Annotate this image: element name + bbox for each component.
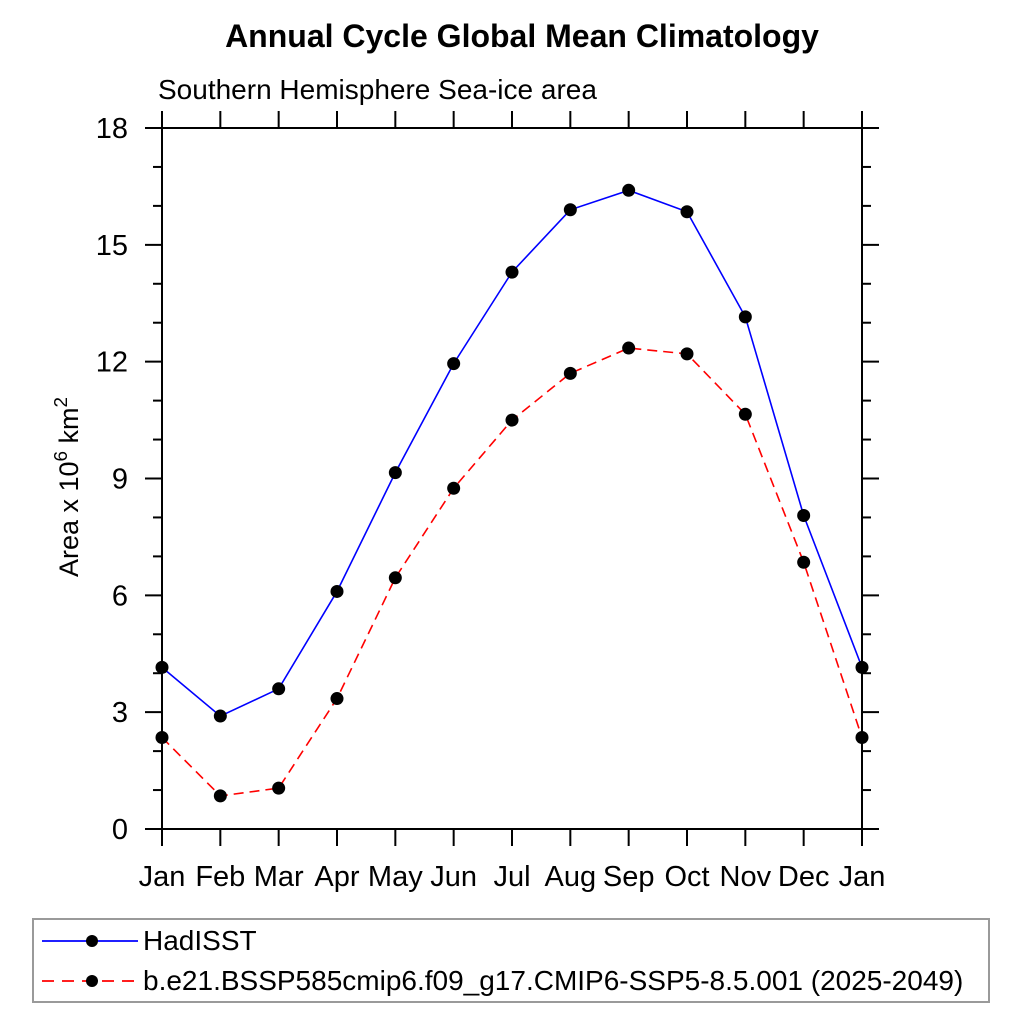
series-0-marker <box>505 265 519 279</box>
x-tick-label: Sep <box>603 861 655 893</box>
x-tick-label: Feb <box>195 861 245 893</box>
y-tick-label: 18 <box>96 113 128 145</box>
series-0-marker <box>738 310 752 324</box>
series-0-marker <box>330 584 344 598</box>
x-tick-label: Jun <box>430 861 477 893</box>
legend-line-sample-icon <box>42 974 138 987</box>
series-1-marker <box>388 571 402 585</box>
legend-item: b.e21.BSSP585cmip6.f09_g17.CMIP6-SSP5-8.… <box>34 961 988 1001</box>
plot-frame <box>161 127 863 830</box>
x-tick-label: May <box>368 861 423 893</box>
y-axis-label: Area x 106 km2 <box>51 397 84 577</box>
series-1-marker <box>272 781 286 795</box>
x-tick-label: Apr <box>314 861 359 893</box>
series-0-marker <box>563 203 577 217</box>
legend-label: b.e21.BSSP585cmip6.f09_g17.CMIP6-SSP5-8.… <box>143 964 964 996</box>
x-tick-label: Oct <box>664 861 709 893</box>
series-1-marker <box>563 366 577 380</box>
series-0-marker <box>622 183 636 197</box>
y-tick-label: 9 <box>112 464 128 496</box>
series-1-marker <box>505 413 519 427</box>
series-0-marker <box>855 660 869 674</box>
chart-title: Annual Cycle Global Mean Climatology <box>225 18 819 54</box>
series-0-marker <box>797 508 811 522</box>
series-1-marker <box>855 730 869 744</box>
y-tick-label: 6 <box>112 580 128 612</box>
series-1-marker <box>797 555 811 569</box>
x-tick-label: Jul <box>493 861 530 893</box>
series-0-marker <box>155 660 169 674</box>
series-1-marker <box>738 407 752 421</box>
series-1-marker <box>330 692 344 706</box>
legend-line-sample-icon <box>42 934 138 947</box>
legend-label: HadISST <box>143 924 257 956</box>
series-0-marker <box>272 682 286 696</box>
series-0-marker <box>213 709 227 723</box>
y-tick-label: 0 <box>112 814 128 846</box>
series-1-marker <box>447 481 461 495</box>
series-1-marker <box>155 730 169 744</box>
x-tick-label: Aug <box>545 861 597 893</box>
x-tick-label: Nov <box>720 861 772 893</box>
x-tick-label: Mar <box>254 861 304 893</box>
y-tick-label: 12 <box>96 347 128 379</box>
x-tick-label: Dec <box>778 861 830 893</box>
series-0-marker <box>680 205 694 219</box>
legend-item: HadISST <box>34 921 988 961</box>
x-tick-label: Jan <box>139 861 186 893</box>
series-1-marker <box>213 789 227 803</box>
series-0-marker <box>447 357 461 371</box>
legend: HadISST b.e21.BSSP585cmip6.f09_g17.CMIP6-… <box>32 918 990 1003</box>
y-tick-label: 15 <box>96 230 128 262</box>
y-tick-label: 3 <box>112 697 128 729</box>
series-1-marker <box>622 341 636 355</box>
series-1-marker <box>680 347 694 361</box>
series-0-marker <box>388 466 402 480</box>
x-tick-label: Jan <box>839 861 886 893</box>
chart-subtitle: Southern Hemisphere Sea-ice area <box>158 74 597 105</box>
